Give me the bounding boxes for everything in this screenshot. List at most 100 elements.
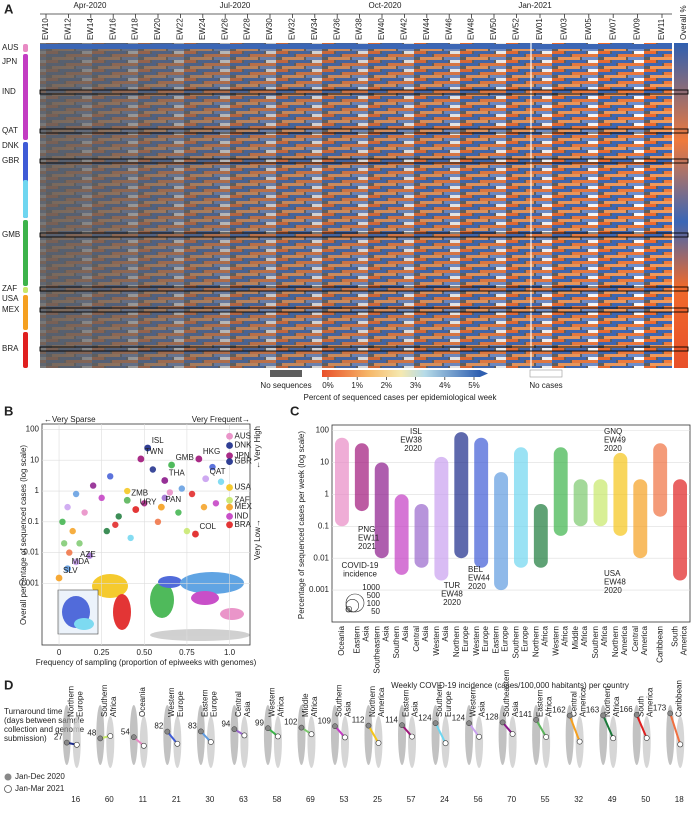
point-label: USA <box>235 483 252 492</box>
region-label: Asia <box>243 701 252 717</box>
category-label: Central <box>412 626 421 652</box>
panel-label: C <box>290 403 300 418</box>
epiweek-label: EW52 <box>512 18 521 40</box>
map-inset <box>57 572 250 641</box>
violin <box>553 447 568 536</box>
point <box>112 521 119 528</box>
dot-2021 <box>409 733 415 740</box>
category-label: Western <box>551 626 560 656</box>
region-label: America <box>578 687 587 717</box>
point-label: AZE <box>80 550 96 559</box>
violin <box>673 479 688 581</box>
point <box>123 496 131 504</box>
value-label: 173 <box>653 704 667 713</box>
region-label: Eastern <box>536 689 545 717</box>
point <box>66 549 73 556</box>
y-tick-label: 0.1 <box>318 521 330 530</box>
violin <box>240 716 249 768</box>
dot-2020 <box>298 724 305 731</box>
note: ←Very High <box>253 426 262 469</box>
epiweek-label: EW40 <box>377 18 386 40</box>
legend-no-seq <box>270 370 302 377</box>
y-tick-label: 100 <box>26 425 40 434</box>
epiweek-label: EW11 <box>657 18 666 40</box>
dot-2020 <box>365 722 372 729</box>
point-label: COL <box>199 522 216 531</box>
epiweek-label: EW26 <box>220 18 229 40</box>
colorbar-label: 2% <box>381 381 393 390</box>
violin <box>475 716 484 768</box>
violin <box>196 705 205 765</box>
annotation: BEL <box>468 565 484 574</box>
panel-c-frame <box>331 424 691 623</box>
month-label: Apr-2020 <box>74 1 107 10</box>
point <box>226 484 233 491</box>
epiweek-label: EW05 <box>584 18 593 40</box>
dot-2021 <box>174 740 181 747</box>
y-tick-label: 0.01 <box>23 548 39 557</box>
value-label: 114 <box>385 715 398 724</box>
violin <box>374 462 389 559</box>
epiweek-label: EW50 <box>489 18 498 40</box>
region-label: Central <box>569 691 578 717</box>
epiweek-label: EW20 <box>153 18 162 40</box>
value-label: 69 <box>306 795 315 804</box>
dot-2021 <box>73 741 80 748</box>
region-label: Africa <box>310 696 319 717</box>
dot-2021 <box>275 733 281 740</box>
category-label: Southern <box>512 626 521 658</box>
category-label: Africa <box>600 625 609 646</box>
dot-2021 <box>643 735 650 741</box>
category-label: Europe <box>461 625 470 651</box>
violin <box>508 716 517 768</box>
region-label: Southern <box>100 685 109 717</box>
region-label: Southern <box>335 685 344 717</box>
value-label: 49 <box>608 795 617 804</box>
y-axis-title: Percentage of sequenced cases per week (… <box>297 431 306 619</box>
region-label: Asia <box>344 701 353 717</box>
category-label: Asia <box>401 625 410 641</box>
country-label: QAT <box>2 126 18 135</box>
legend-dot <box>4 773 12 781</box>
dot-2020 <box>164 728 171 735</box>
epiweek-label: EW07 <box>608 18 617 40</box>
violin <box>273 716 282 768</box>
point-label: DNK <box>235 441 253 450</box>
violin <box>454 432 469 559</box>
value-label: 56 <box>474 795 483 804</box>
value-label: 32 <box>574 795 583 804</box>
point-label: MDA <box>72 557 90 566</box>
point <box>115 513 122 520</box>
epiweek-label: EW14 <box>86 18 95 40</box>
value-label: 27 <box>54 733 63 742</box>
dot-2020 <box>633 711 640 718</box>
value-label: 16 <box>71 795 80 804</box>
slope-line <box>568 715 581 742</box>
point <box>226 503 233 511</box>
violin <box>642 716 651 768</box>
country-label: ZAF <box>2 284 17 293</box>
legend-no-cases <box>529 369 563 378</box>
legend-label: Jan-Dec 2020 <box>15 772 65 781</box>
colorbar-label: 1% <box>351 381 363 390</box>
epiweek-label: EW32 <box>288 18 297 40</box>
dot-2020 <box>399 722 405 729</box>
dot-2020 <box>466 720 472 727</box>
country-label: DNK <box>2 141 20 150</box>
region-label: Europe <box>209 691 218 717</box>
region-label: Western <box>469 687 478 717</box>
value-label: 21 <box>172 795 181 804</box>
point-label: MEX <box>235 502 253 511</box>
point <box>226 452 233 460</box>
dot-2020 <box>432 720 439 727</box>
point <box>168 461 175 469</box>
annotation: 2020 <box>604 444 622 453</box>
epiweek-label: EW10 <box>41 18 50 40</box>
value-label: 60 <box>105 795 114 804</box>
annotation: ISL <box>410 427 423 436</box>
annotation: USA <box>604 569 621 578</box>
size-legend-label: 1000 <box>362 583 380 592</box>
point <box>226 496 233 504</box>
point-label: GBR <box>235 457 253 466</box>
